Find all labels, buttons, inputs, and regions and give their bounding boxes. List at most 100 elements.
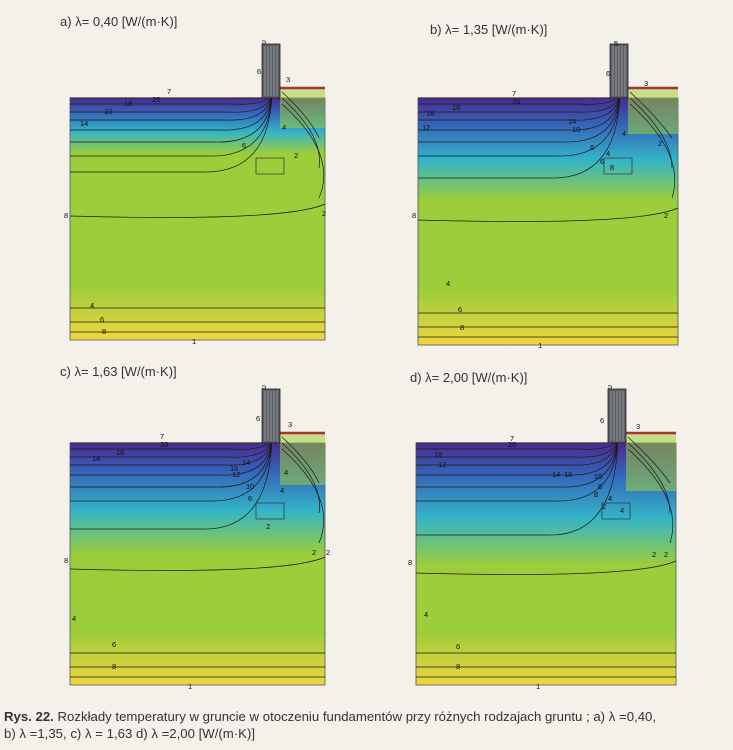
isotherm-line [416, 436, 619, 476]
contour-label: 20 [508, 440, 516, 449]
outdoor-isotherm-line [629, 91, 673, 139]
isotherm-line [418, 91, 621, 143]
contour-label: 8 [610, 163, 614, 172]
caption-line-1: Rozkłady temperatury w gruncie w otoczen… [53, 709, 657, 724]
outdoor-isotherm-line [281, 448, 325, 544]
contour-label: 20 [160, 440, 168, 449]
contour-label: 2 [652, 550, 656, 559]
outdoor-isotherm-line [629, 103, 676, 199]
contour-label: 8 [408, 558, 412, 567]
isotherm-line [69, 203, 326, 218]
outdoor-soil-region [628, 88, 678, 134]
contour-label: 3 [288, 420, 292, 429]
contour-label: 5 [614, 40, 618, 48]
footing-outline [255, 157, 285, 175]
contour-label: 4 [280, 486, 284, 495]
outdoor-soil-region [280, 433, 325, 485]
contour-label: 18 [124, 99, 132, 108]
contour-label: 18 [116, 448, 124, 457]
outdoor-isotherm-line [627, 448, 674, 544]
contour-label: 4 [606, 149, 610, 158]
contour-label: 6 [600, 157, 604, 166]
contour-label: 6 [600, 416, 604, 425]
contour-label: 7 [510, 434, 514, 443]
contour-label: 8 [112, 662, 116, 671]
contour-label: 7 [512, 89, 516, 98]
contour-label: 2 [294, 151, 298, 160]
contour-label: 4 [424, 610, 428, 619]
contour-label: 6 [257, 67, 261, 76]
contour-label: 3 [286, 75, 290, 84]
contour-label: 1 [536, 682, 540, 691]
outdoor-isotherm-line [281, 442, 320, 514]
isotherm-line [418, 91, 621, 157]
outdoor-soil-region [280, 88, 325, 128]
contour-label: 10 [594, 472, 602, 481]
isotherm-line [70, 436, 273, 488]
contour-label: 6 [590, 143, 594, 152]
isotherm-line [417, 207, 679, 222]
contour-label: 8 [64, 556, 68, 565]
contour-label: 16 [230, 464, 238, 473]
contour-label: 8 [594, 490, 598, 499]
contour-label: 20 [512, 97, 520, 106]
outdoor-isotherm-line [627, 436, 671, 484]
contour-label: 18 [452, 103, 460, 112]
contour-label: 14 [552, 470, 560, 479]
isotherm-line [70, 91, 273, 131]
isotherm-line [70, 436, 273, 476]
contour-label: 4 [622, 129, 626, 138]
contour-label: 2 [326, 548, 330, 557]
panel-a-title: a) λ= 0,40 [W/(m·K)] [60, 14, 178, 29]
isotherm-line [70, 91, 273, 143]
isotherm-line [69, 556, 326, 571]
contour-label: 2 [602, 502, 606, 511]
contour-label: 12 [422, 123, 430, 132]
contour-label: 8 [102, 327, 106, 336]
contour-label: 2 [658, 139, 662, 148]
contour-label: 6 [606, 69, 610, 78]
contour-label: 2 [312, 548, 316, 557]
contour-label: 1 [192, 337, 196, 346]
contour-label: 8 [456, 662, 460, 671]
caption-line-2: b) λ =1,35, c) λ = 1,63 d) λ =2,00 [W/(m… [4, 726, 256, 741]
contour-label: 1 [538, 341, 542, 350]
panel-b-title: b) λ= 1,35 [W/(m·K)] [430, 22, 548, 37]
contour-label: 12 [438, 460, 446, 469]
contour-label: 4 [282, 123, 286, 132]
contour-label: 14 [80, 119, 88, 128]
isotherm-line [70, 91, 273, 157]
contour-label: 2 [664, 211, 668, 220]
contour-label: 4 [446, 279, 450, 288]
isotherm-line [416, 436, 619, 488]
outdoor-isotherm-line [281, 436, 320, 484]
contour-label: 4 [608, 494, 612, 503]
contour-label: 4 [90, 301, 94, 310]
isotherm-line [70, 436, 273, 502]
contour-label: 3 [644, 79, 648, 88]
contour-label: 4 [284, 468, 288, 477]
contour-label: 2 [266, 522, 270, 531]
contour-label: 20 [152, 95, 160, 104]
contour-label: 5 [262, 40, 266, 46]
contour-label: 14 [92, 454, 100, 463]
contour-label: 16 [564, 470, 572, 479]
isotherm-line [418, 91, 621, 179]
panel-d-title: d) λ= 2,00 [W/(m·K)] [410, 370, 528, 385]
outdoor-isotherm-line [281, 97, 320, 169]
contour-label: 6 [456, 642, 460, 651]
contour-label: 8 [64, 211, 68, 220]
isotherm-line [415, 560, 677, 575]
contour-label: 10 [104, 107, 112, 116]
contour-label: 7 [167, 87, 171, 96]
contour-label: 6 [100, 315, 104, 324]
contour-label: 4 [72, 614, 76, 623]
isotherm-line [70, 436, 273, 530]
contour-label: 18 [434, 450, 442, 459]
contour-label: 6 [256, 414, 260, 423]
contour-label: 6 [248, 494, 252, 503]
isotherm-line [70, 91, 273, 173]
